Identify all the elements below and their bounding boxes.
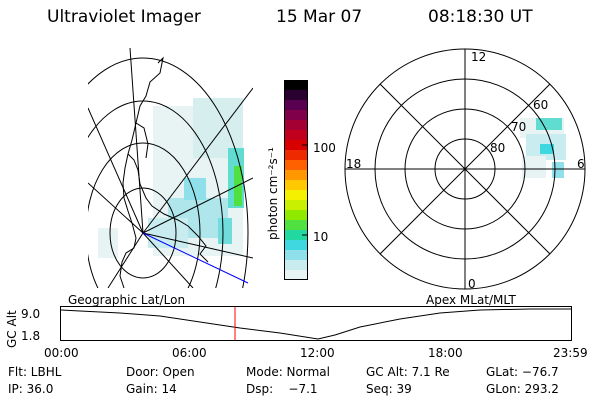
geo-coastline (119, 56, 209, 288)
polar-emission-patches (520, 118, 566, 178)
seq-info: Seq: 39 (366, 382, 412, 396)
mlt-label-0: 0 (468, 277, 476, 291)
mlt-label-6: 6 (577, 157, 585, 171)
dsp-info: Dsp: −7.1 (246, 382, 318, 396)
colorbar-stripe (284, 180, 308, 191)
colorbar-stripe (284, 230, 308, 241)
altitude-axis-label: GC Alt (5, 310, 19, 348)
door-info: Door: Open (126, 365, 195, 379)
gc-alt-info: GC Alt: 7.1 Re (366, 365, 450, 379)
altitude-strip-chart (60, 306, 572, 341)
colorbar-stripe (284, 130, 308, 141)
colorbar-stripe (284, 270, 308, 280)
lat-label-70: 70 (511, 120, 527, 134)
mlt-label-18: 18 (346, 157, 362, 171)
polar-plot (344, 48, 586, 290)
geo-grid-lines (88, 48, 253, 288)
colorbar-stripe (284, 170, 308, 181)
altitude-curve (60, 308, 571, 340)
colorbar-stripe (284, 90, 308, 101)
instrument-title: Ultraviolet Imager (47, 7, 201, 27)
date-label: 15 Mar 07 (276, 7, 363, 27)
colorbar-stripe (284, 120, 308, 131)
colorbar-stripe (284, 210, 308, 221)
time-tick-1800: 18:00 (428, 346, 463, 360)
geo-map-label: Geographic Lat/Lon (68, 293, 186, 307)
geo-emission-patches (98, 98, 244, 258)
altitude-ytick-top: 9.0 (21, 307, 41, 321)
ip-info: IP: 36.0 (8, 382, 54, 396)
colorbar-stripe (284, 140, 308, 151)
colorbar-stripe (284, 260, 308, 271)
colorbar-stripe (284, 190, 308, 201)
time-tick-1200: 12:00 (300, 346, 335, 360)
colorbar-tick-100: 100 (313, 141, 336, 155)
time-tick-0000: 00:00 (44, 346, 79, 360)
time-tick-0600: 06:00 (172, 346, 207, 360)
glon-info: GLon: 293.2 (486, 382, 559, 396)
time-label: 08:18:30 UT (428, 7, 533, 27)
colorbar-stripe (284, 200, 308, 211)
colorbar-stripe (284, 150, 308, 161)
geo-footprint-track (142, 232, 249, 284)
glat-info: GLat: −76.7 (486, 365, 559, 379)
gain-info: Gain: 14 (126, 382, 177, 396)
colorbar-stripe (284, 100, 308, 111)
mode-info: Mode: Normal (246, 365, 330, 379)
colorbar-stripe (284, 80, 308, 91)
filter-info: Flt: LBHL (8, 365, 62, 379)
colorbar-stripe (284, 220, 308, 231)
colorbar-stripe (284, 110, 308, 121)
time-tick-2359: 23:59 (553, 346, 588, 360)
polar-grid (344, 48, 586, 290)
color-bar (284, 80, 308, 280)
polar-plot-label: Apex MLat/MLT (426, 293, 516, 307)
colorbar-stripe (284, 240, 308, 251)
colorbar-stripe (284, 160, 308, 171)
lat-label-60: 60 (533, 98, 549, 112)
altitude-ytick-bottom: 1.8 (21, 329, 41, 343)
lat-label-80: 80 (490, 141, 506, 155)
colorbar-unit-label: photon cm⁻²s⁻¹ (266, 147, 280, 240)
mlt-label-12: 12 (471, 50, 487, 64)
colorbar-tick-10: 10 (313, 230, 329, 244)
geographic-map (88, 48, 253, 288)
colorbar-stripe (284, 250, 308, 261)
